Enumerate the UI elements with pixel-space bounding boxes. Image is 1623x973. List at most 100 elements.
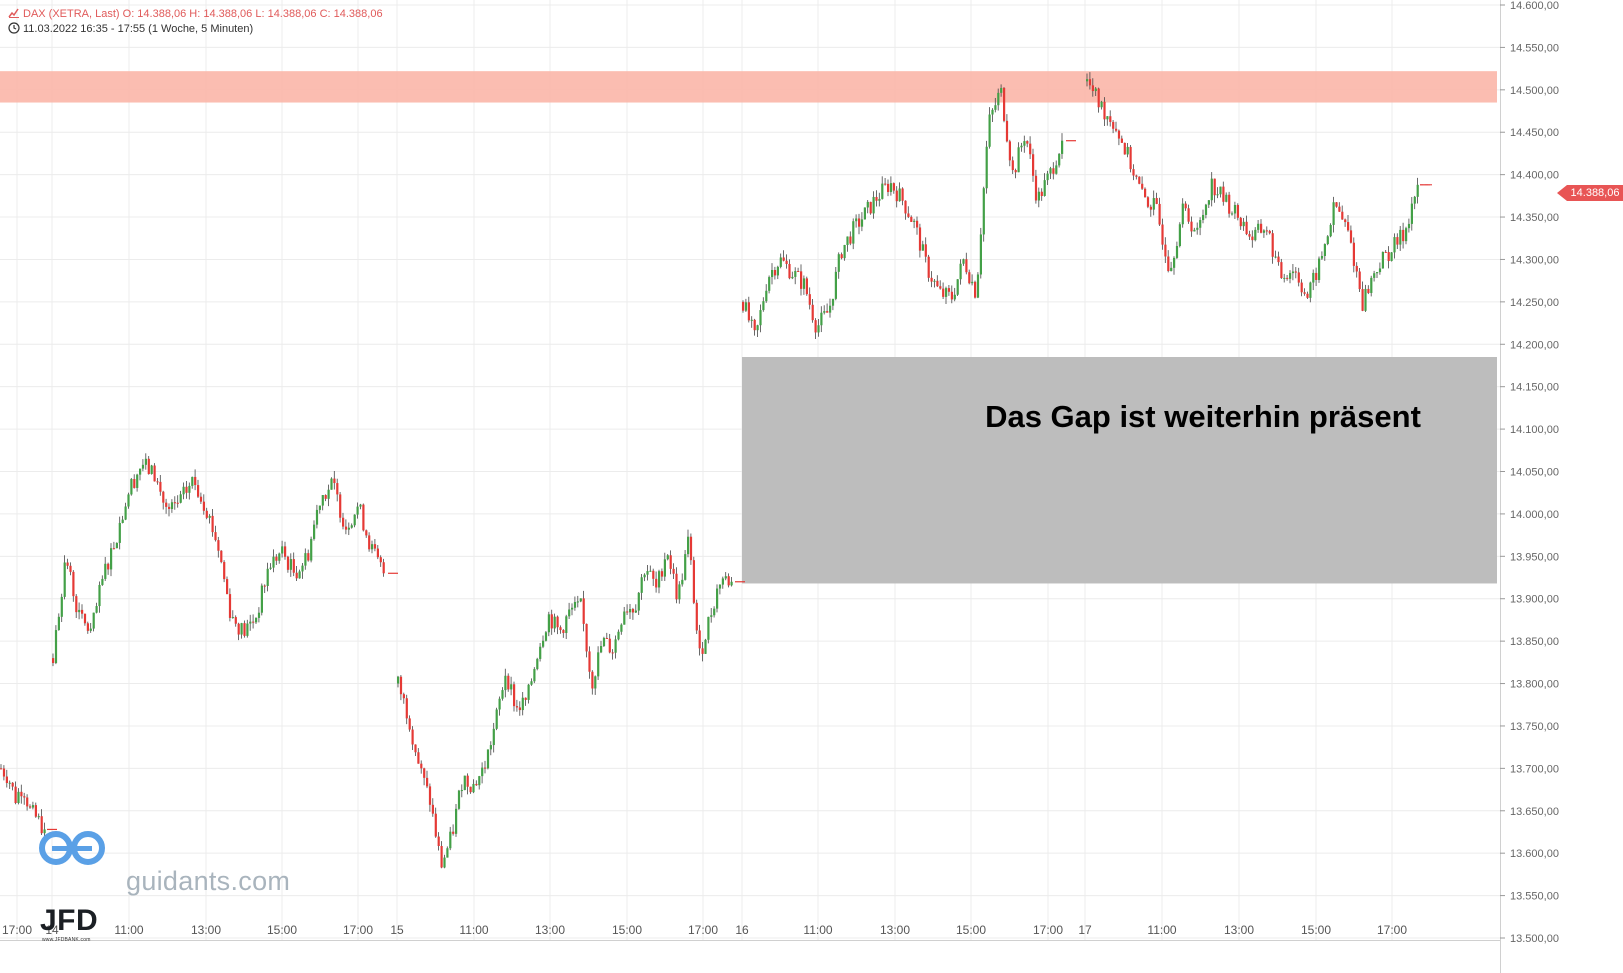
candle-body [144,458,147,465]
candle-body [83,613,87,624]
candle-body [655,578,658,588]
candle-body [718,584,722,589]
candle-body [1204,204,1208,215]
x-tick-label: 13:00 [191,923,221,937]
candle-body [214,532,217,541]
candle-body [475,783,478,786]
candle-body [1262,230,1266,233]
candle-body [840,254,843,259]
candle-body [930,277,933,282]
x-tick-label: 11:00 [459,923,488,937]
candle-body [1175,245,1179,258]
candle-body [901,188,904,201]
candle-body [913,220,916,222]
candle-body [994,105,997,110]
price-tag-arrow [1557,185,1567,201]
candle-body [553,616,556,629]
candle-body [40,816,43,834]
candle-body [785,260,788,264]
candle-body [588,651,591,672]
candle-body [188,485,191,493]
candle-body [371,544,374,550]
candle-body [1094,88,1097,92]
candle-body [623,611,626,625]
candle-body [768,277,771,291]
candle-body [805,278,808,295]
candle-body [608,638,611,653]
candle-body [1155,198,1158,204]
candle-body [1347,222,1350,231]
candle-body [730,581,733,586]
candle-body [139,468,142,475]
candle-body [234,617,237,624]
candle-body [1361,289,1364,311]
candle-body [428,786,432,805]
y-tick-label: 13.800,00 [1510,679,1559,691]
candle-body [860,219,864,227]
x-tick-label: 17 [1078,923,1092,937]
candle-body [976,274,980,298]
candle-body [20,791,23,797]
candle-body [898,188,901,202]
candle-body [576,601,579,603]
candle-body [1376,272,1379,274]
candle-body [1213,178,1216,196]
candle-body [1017,147,1020,173]
candle-body [1381,251,1384,269]
candle-body [707,616,710,640]
candle-body [1049,168,1052,174]
candle-body [110,548,113,570]
candle-body [368,535,371,550]
candle-body [307,553,310,561]
candle-body [11,782,14,787]
candles-group [0,72,1430,869]
candle-body [829,305,832,313]
candle-body [420,763,423,769]
candle-body [1297,272,1300,283]
x-tick-label: 15:00 [267,923,297,937]
candle-body [1086,79,1089,82]
candle-body [34,805,37,817]
candle-body [1309,282,1312,298]
candle-body [1173,257,1176,268]
candle-body [602,637,606,647]
candle-body [878,198,881,201]
candle-body [1061,140,1064,154]
candle-body [666,555,669,560]
candle-body [133,479,136,488]
candle-body [904,200,907,214]
x-tick-label: 13:00 [1224,923,1254,937]
candle-body [1225,194,1228,202]
x-tick-label: 15:00 [1301,923,1331,937]
candle-body [1323,244,1326,256]
candle-body [1126,146,1129,155]
candle-body [1020,145,1023,148]
candle-body [556,616,559,628]
candle-body [1011,160,1014,171]
x-tick-label: 17:00 [1377,923,1407,937]
candle-body [66,562,69,566]
candle-body [286,556,290,570]
candle-body [359,504,362,507]
instrument-header: DAX (XETRA, Last) O: 14.388,06 H: 14.388… [8,7,383,20]
candle-body [243,623,246,636]
candle-body [663,559,666,577]
candle-body [1005,120,1009,142]
gap-zone [742,356,1497,584]
candle-body [846,236,849,246]
candle-body [765,290,768,302]
candle-body [1274,256,1277,258]
candle-body [1399,229,1402,245]
candle-body [481,767,484,777]
candle-body [660,571,664,577]
candle-body [165,502,168,507]
candle-body [1268,230,1271,234]
candle-body [1003,87,1006,121]
candle-body [414,744,417,753]
candle-body [773,269,777,276]
x-tick-label: 13:00 [535,923,565,937]
candle-body [182,486,185,495]
candle-body [933,280,936,282]
candle-body [521,697,524,711]
